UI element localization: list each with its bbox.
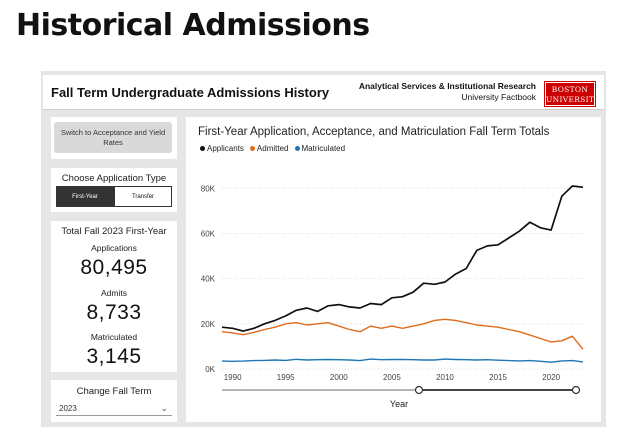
y-tick-label: 60K [201,229,216,238]
legend-applicants[interactable]: Applicants [200,144,244,153]
chart-title: First-Year Application, Acceptance, and … [198,126,550,138]
report-canvas: Fall Term Undergraduate Admissions Histo… [41,71,606,427]
series-line-applicants [221,185,584,332]
org-name: Analytical Services & Institutional Rese… [358,81,536,91]
x-tick-label: 1995 [277,373,295,382]
x-tick-label: 2000 [330,373,348,382]
admissions-chart-card: First-Year Application, Acceptance, and … [186,117,601,422]
report-header: Fall Term Undergraduate Admissions Histo… [43,75,604,110]
x-axis-label: Year [390,399,408,409]
applications-label: Applications [91,243,137,253]
fall-term-heading: Change Fall Term [76,386,152,397]
y-tick-label: 40K [201,275,216,284]
range-slider-handle-start[interactable] [414,385,424,395]
fall-term-selected: 2023 [59,404,77,413]
totals-card: Total Fall 2023 First-Year Applications … [51,221,177,372]
x-tick-label: 2005 [383,373,401,382]
y-tick-label: 80K [201,184,216,193]
x-tick-label: 2020 [542,373,560,382]
admits-value: 8,733 [86,301,142,324]
report-title: Fall Term Undergraduate Admissions Histo… [51,85,330,100]
matriculated-value: 3,145 [86,345,142,368]
legend-matriculated[interactable]: Matriculated [294,144,346,153]
y-tick-label: 20K [201,320,216,329]
org-info: Analytical Services & Institutional Rese… [359,81,536,103]
switch-rates-button[interactable]: Switch to Acceptance and Yield Rates [54,122,172,153]
y-tick-label: 0K [205,365,215,374]
legend-dot-admitted [249,146,255,151]
chart-legend: Applicants Admitted Matriculated [200,144,345,153]
fall-term-dropdown[interactable]: 2023 ⌄ [56,401,172,416]
application-type-slicer: Choose Application Type First-Year Trans… [51,168,177,212]
line-chart: 0K 20K 40K 60K 80K 1990 1995 2000 2005 2010 2015 20… [201,184,584,409]
first-year-option[interactable]: First-Year [56,186,114,207]
switch-card: Switch to Acceptance and Yield Rates [51,117,177,159]
x-tick-label: 1990 [224,373,242,382]
legend-label-applicants: Applicants [207,144,244,153]
logo-line2: UNIVERSITY [546,95,600,104]
series-line-admitted [221,318,584,350]
transfer-option[interactable]: Transfer [114,186,172,207]
x-tick-label: 2015 [489,373,507,382]
legend-label-admitted: Admitted [256,144,289,153]
legend-dot-applicants [200,146,205,151]
legend-label-matriculated: Matriculated [301,144,346,153]
totals-heading: Total Fall 2023 First-Year [61,226,167,237]
page-title: Historical Admissions [16,8,370,43]
org-subtitle: University Factbook [461,92,536,102]
logo-line1: BOSTON [551,85,589,94]
chevron-down-icon: ⌄ [160,403,168,413]
matriculated-label: Matriculated [90,332,138,342]
series-line-matriculated [221,358,584,363]
admits-label: Admits [101,288,127,298]
applications-value: 80,495 [80,256,148,279]
fall-term-slicer: Change Fall Term 2023 ⌄ [51,380,177,422]
legend-admitted[interactable]: Admitted [249,144,289,153]
application-type-heading: Choose Application Type [61,173,167,184]
university-logo: BOSTON UNIVERSITY [544,81,600,107]
x-tick-label: 2010 [436,373,454,382]
range-slider-handle-end[interactable] [571,385,581,395]
legend-dot-matriculated [294,146,300,151]
